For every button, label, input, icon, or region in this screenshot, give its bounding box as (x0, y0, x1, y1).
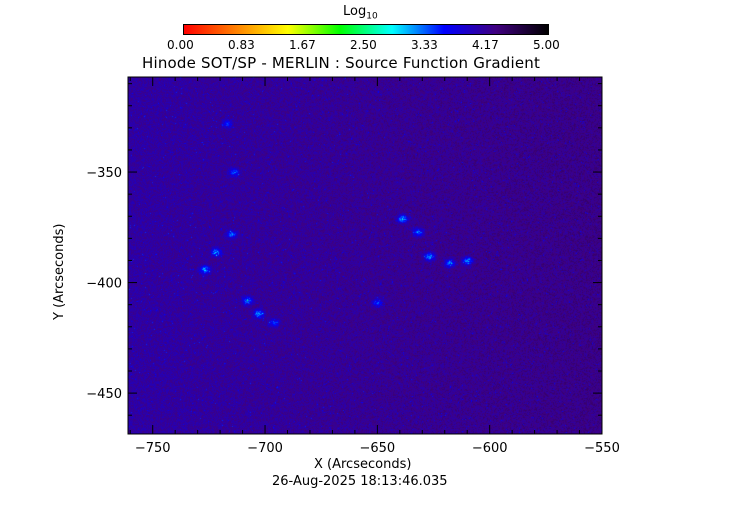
colorbar-label-subscript: 10 (366, 11, 378, 22)
colorbar (183, 24, 549, 35)
x-tick-label: −650 (359, 441, 395, 456)
y-axis-label: Y (Arcseconds) (52, 223, 67, 320)
colorbar-label: Log10 (343, 4, 378, 22)
colorbar-tick-label: 3.33 (411, 38, 438, 52)
x-axis-label: X (Arcseconds) (314, 457, 412, 472)
x-tick-label: −750 (135, 441, 171, 456)
colorbar-tick-label: 0.00 (167, 38, 194, 52)
x-tick-label: −600 (472, 441, 508, 456)
timestamp: 26-Aug-2025 18:13:46.035 (272, 474, 448, 489)
y-tick-label: −350 (86, 166, 122, 181)
y-tick-label: −400 (86, 277, 122, 292)
colorbar-tick-label: 4.17 (472, 38, 499, 52)
plot-frame (127, 76, 603, 435)
heatmap-image (128, 77, 602, 434)
x-tick-label: −700 (247, 441, 283, 456)
colorbar-tick-label: 1.67 (289, 38, 316, 52)
x-tick-label: −550 (584, 441, 620, 456)
y-tick-label: −450 (86, 387, 122, 402)
chart-title: Hinode SOT/SP - MERLIN : Source Function… (142, 54, 541, 72)
colorbar-tick-label: 5.00 (533, 38, 560, 52)
colorbar-tick-label: 0.83 (228, 38, 255, 52)
colorbar-tick-label: 2.50 (350, 38, 377, 52)
